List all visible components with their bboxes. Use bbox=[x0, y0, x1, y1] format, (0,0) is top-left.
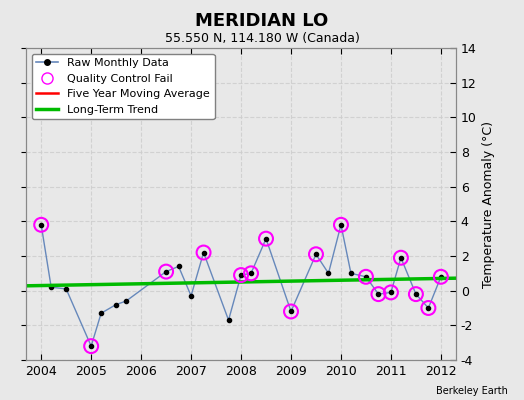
Point bbox=[387, 289, 395, 296]
Point bbox=[262, 236, 270, 242]
Legend: Raw Monthly Data, Quality Control Fail, Five Year Moving Average, Long-Term Tren: Raw Monthly Data, Quality Control Fail, … bbox=[32, 54, 214, 119]
Text: 55.550 N, 114.180 W (Canada): 55.550 N, 114.180 W (Canada) bbox=[165, 32, 359, 45]
Point bbox=[199, 249, 208, 256]
Y-axis label: Temperature Anomaly (°C): Temperature Anomaly (°C) bbox=[482, 120, 495, 288]
Point bbox=[412, 291, 420, 297]
Point bbox=[162, 268, 170, 275]
Point bbox=[247, 270, 255, 276]
Text: MERIDIAN LO: MERIDIAN LO bbox=[195, 12, 329, 30]
Point bbox=[424, 305, 433, 311]
Point bbox=[87, 343, 95, 349]
Point bbox=[362, 274, 370, 280]
Point bbox=[312, 251, 320, 258]
Text: Berkeley Earth: Berkeley Earth bbox=[436, 386, 508, 396]
Point bbox=[237, 272, 245, 278]
Point bbox=[337, 222, 345, 228]
Point bbox=[397, 254, 405, 261]
Point bbox=[37, 222, 46, 228]
Point bbox=[287, 308, 295, 315]
Point bbox=[374, 291, 383, 297]
Point bbox=[436, 274, 445, 280]
